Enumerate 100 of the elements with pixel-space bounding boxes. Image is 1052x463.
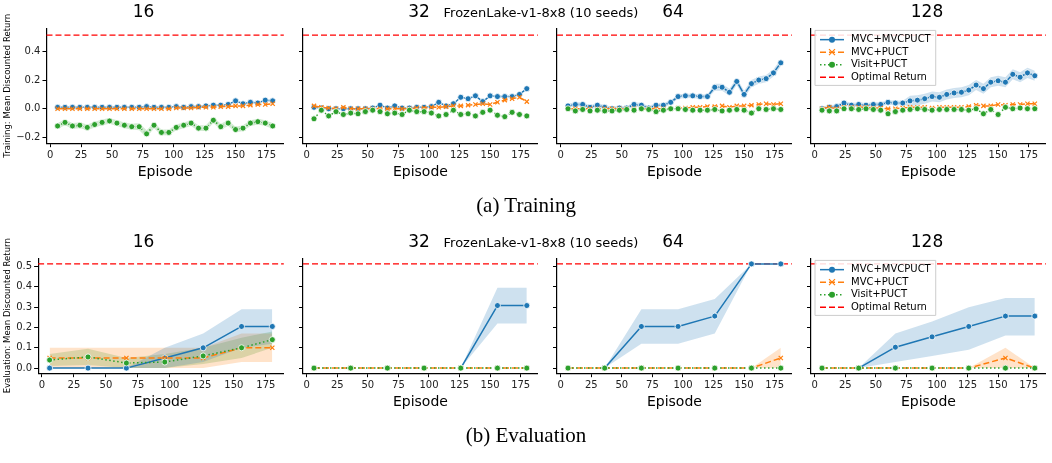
chart-title: 16 [132,230,155,251]
x-tick-label: 50 [99,378,113,390]
x-axis-title: Episode [900,163,956,180]
x-tick-label: 125 [192,378,212,390]
x-tick-label: 75 [392,148,405,160]
x-tick-label: 100 [673,378,693,390]
x-tick-label: 50 [869,148,883,160]
chart-title: 32 [408,0,430,21]
x-tick-label: 100 [419,378,439,390]
x-tick-label: 25 [838,148,852,160]
x-tick-label: 50 [615,148,629,160]
y-tick-label: 0.0 [24,102,41,114]
x-tick-label: 25 [67,378,81,390]
x-tick-label: 25 [584,378,598,390]
x-axis-title: Episode [392,393,448,410]
x-tick-label: 100 [927,378,947,390]
x-axis-title: Episode [137,163,193,180]
x-tick-label: 25 [584,148,598,160]
y-tick-label: −0.2 [16,131,41,143]
x-tick-label: 150 [224,378,244,390]
x-tick-label: 25 [838,378,852,390]
x-tick-label: 0 [811,378,818,390]
x-tick-label: 150 [988,148,1008,160]
x-tick-label: 125 [703,148,724,160]
x-tick-label: 25 [74,148,88,160]
x-tick-label: 0 [38,378,46,390]
x-tick-label: 100 [160,378,180,390]
x-axis-title: Episode [133,393,189,410]
chart-title: 128 [910,0,944,21]
x-tick-label: 125 [195,148,215,160]
chart-subtitle: FrozenLake-v1-8x8 (10 seeds) [443,235,639,250]
x-tick-label: 100 [927,148,947,160]
x-tick-label: 100 [419,148,439,160]
x-tick-label: 50 [869,378,883,390]
x-tick-label: 175 [1019,148,1039,160]
y-tick-label: 0.5 [16,260,33,272]
x-axis-title: Episode [646,163,702,180]
legend-label: Visit+PUCT [851,288,909,300]
x-tick-label: 100 [164,148,184,160]
x-tick-label: 150 [226,148,246,160]
x-tick-label: 175 [256,148,277,160]
x-tick-label: 175 [511,378,531,390]
legend-label: MVC+MVCPUCT [851,33,932,45]
x-tick-label: 25 [330,378,344,390]
x-tick-label: 0 [557,378,564,390]
x-tick-label: 0 [557,148,564,160]
y-tick-label: 0.1 [16,341,33,353]
x-tick-label: 0 [811,148,818,160]
x-tick-label: 175 [256,378,276,390]
x-axis-title: Episode [646,393,702,410]
x-tick-label: 125 [449,148,470,160]
x-tick-label: 0 [303,148,310,160]
chart-title: 16 [132,0,155,21]
x-tick-label: 175 [1019,378,1039,390]
x-tick-label: 175 [765,378,785,390]
x-tick-label: 25 [330,148,344,160]
x-tick-label: 125 [957,378,978,390]
x-axis-title: Episode [900,393,956,410]
x-tick-label: 125 [449,378,470,390]
x-tick-label: 75 [136,148,150,160]
y-tick-label: 0.3 [16,300,33,312]
x-tick-label: 0 [47,148,54,160]
y-tick-label: 0.2 [24,73,41,85]
chart-title: 64 [662,230,684,251]
legend-label: MVC+MVCPUCT [851,263,932,275]
legend-label: MVC+PUCT [851,275,910,287]
x-tick-label: 150 [480,148,500,160]
y-tick-label: 0.0 [16,361,33,373]
chart-subtitle: FrozenLake-v1-8x8 (10 seeds) [443,5,639,20]
x-tick-label: 150 [734,148,754,160]
x-tick-label: 125 [703,378,724,390]
x-tick-label: 50 [105,148,119,160]
y-axis-title: Training: Mean Discounted Return [2,13,13,159]
x-tick-label: 125 [957,148,978,160]
x-tick-label: 150 [480,378,500,390]
x-tick-label: 75 [646,378,659,390]
x-tick-label: 175 [511,148,531,160]
x-tick-label: 75 [900,378,913,390]
text: (a) Training [476,192,576,218]
x-axis-title: Episode [392,163,448,180]
y-tick-label: 0.4 [24,44,41,56]
x-tick-label: 75 [131,378,145,390]
x-tick-label: 0 [303,378,310,390]
x-tick-label: 75 [900,148,913,160]
x-tick-label: 175 [765,148,785,160]
x-tick-label: 50 [615,378,629,390]
x-tick-label: 150 [988,378,1008,390]
chart-title: 32 [408,230,430,251]
y-axis-title: Evaluation: Mean Discounted Return [2,238,13,394]
y-tick-label: 0.4 [16,280,33,292]
x-tick-label: 75 [646,148,659,160]
legend-label: Optimal Return [851,300,927,312]
chart-title: 64 [662,0,684,21]
y-tick-label: 0.2 [16,321,33,333]
text: (b) Evaluation [465,422,587,448]
x-tick-label: 100 [673,148,693,160]
x-tick-label: 50 [361,378,375,390]
legend-label: MVC+PUCT [851,45,910,57]
x-tick-label: 150 [734,378,754,390]
legend-label: Optimal Return [851,70,927,82]
